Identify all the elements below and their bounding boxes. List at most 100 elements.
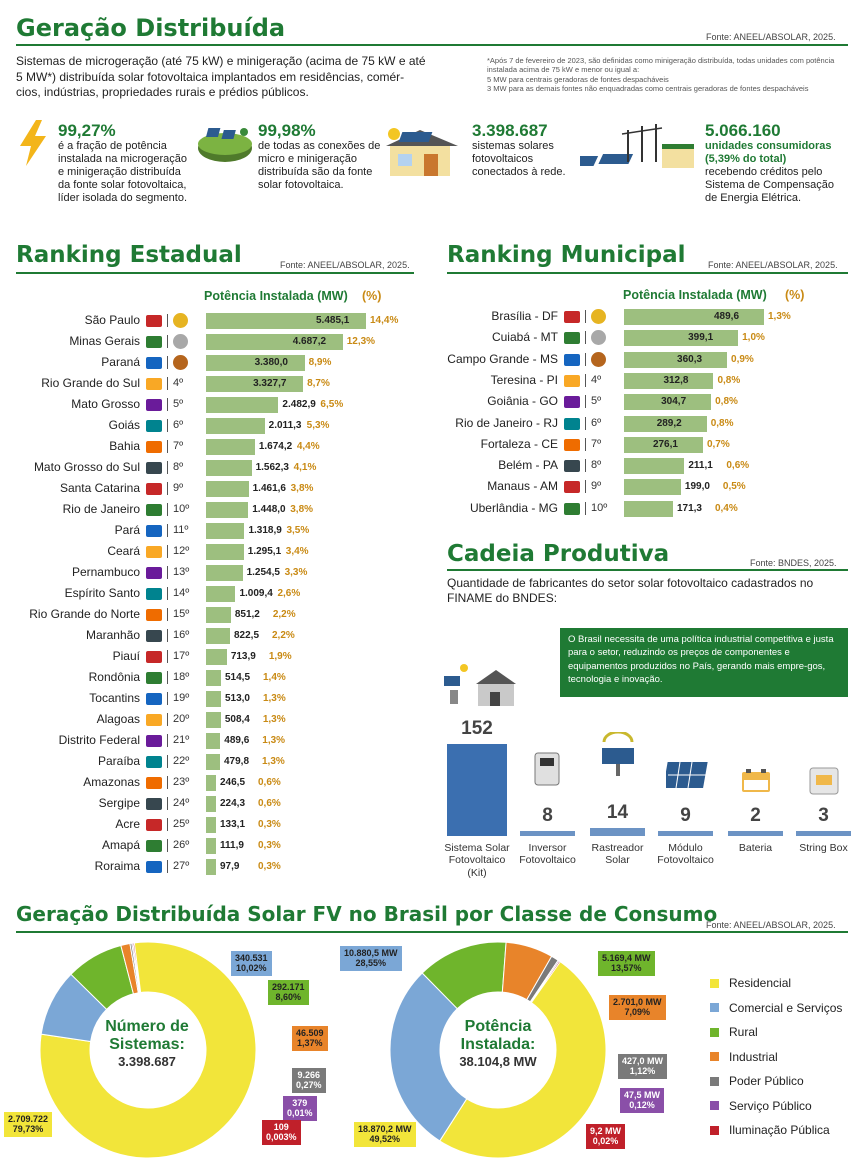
ranking_estadual-separator <box>167 797 168 810</box>
classe-title: Geração Distribuída Solar FV no Brasil p… <box>16 902 718 926</box>
ranking_estadual-flag-icon <box>146 525 162 537</box>
footnote-line-1: *Após 7 de fevereiro de 2023, são defini… <box>487 56 835 75</box>
donut-1-callout-value: 9.266 <box>297 1070 321 1080</box>
ranking_estadual-bar-value: 97,9 <box>220 861 240 872</box>
ranking_estadual-bar-percent: 1,4% <box>263 672 286 683</box>
donut-1-callout-percent: 0,003% <box>266 1132 297 1143</box>
ranking_estadual-row-position: 16º <box>173 629 190 641</box>
ranking_estadual-bar-value: 3.327,7 <box>253 378 287 389</box>
ranking_estadual-flag-icon <box>146 735 162 747</box>
ranking_estadual-row-position: 13º <box>173 566 190 578</box>
stat-1-text: é a fração de potência instalada na micr… <box>58 140 188 204</box>
ranking_municipal-bar <box>624 458 685 475</box>
ranking_estadual-bar-percent: 1,3% <box>262 735 286 746</box>
donut-1-center-line-2: Sistemas: <box>109 1036 185 1053</box>
ranking_estadual-bar <box>206 334 343 350</box>
ranking_estadual-bar <box>206 859 216 875</box>
ranking_estadual-bar <box>206 670 221 686</box>
ranking_estadual-row-name: Paraná <box>101 355 140 369</box>
donut-2-callout-percent: 0,12% <box>629 1100 655 1111</box>
ranking_estadual-separator <box>167 419 168 432</box>
ranking_estadual-row-position: 20º <box>173 713 190 725</box>
ranking_estadual-separator <box>167 776 168 789</box>
ranking_estadual-bar-value: 489,6 <box>224 735 250 746</box>
ranking_estadual-bar-percent: 2,2% <box>272 609 296 620</box>
ranking_estadual-row-name: Ceará <box>107 544 140 558</box>
donut-1-callout-percent: 0,01% <box>287 1108 313 1119</box>
ranking_municipal-bar-percent: 1,3% <box>768 311 791 322</box>
ranking_estadual-separator <box>167 482 168 495</box>
ranking_estadual-row-position: 8º <box>173 461 184 473</box>
donut-1-callout: 9.266 0,27% <box>292 1068 326 1093</box>
ranking_estadual-flag-icon <box>146 672 162 684</box>
donut-2-callout-percent: 49,52% <box>369 1134 401 1145</box>
ranking_estadual-bar <box>206 544 244 560</box>
ranking_estadual-flag-icon <box>146 504 162 516</box>
ranking_estadual-bar-value: 2.011,3 <box>268 420 302 431</box>
ranking-estadual-divider <box>16 272 414 274</box>
donut-1-callout: 109 0,003% <box>262 1120 301 1145</box>
donut-2-center: Potência Instalada: 38.104,8 MW <box>438 1018 558 1069</box>
ranking_estadual-bar-value: 1.562,3 <box>255 462 289 473</box>
donut-2-callout: 9,2 MW 0,02% <box>586 1124 626 1149</box>
inverter-icon <box>534 752 560 786</box>
ranking_estadual-separator <box>167 524 168 537</box>
legend-item: Poder Público <box>710 1074 804 1088</box>
ranking_municipal-flag-icon <box>564 311 580 323</box>
donut-2-callout-value: 10.880,5 MW <box>344 948 398 958</box>
ranking_estadual-row-name: Acre <box>115 817 140 831</box>
ranking_estadual-bar-value: 851,2 <box>234 609 260 620</box>
donut-2-callout: 2.701,0 MW 7,09% <box>609 995 666 1020</box>
legend-label: Poder Público <box>729 1074 804 1088</box>
ranking_estadual-row-name: Sergipe <box>98 796 140 810</box>
ranking_municipal-separator <box>585 310 586 323</box>
legend-label: Rural <box>729 1025 758 1039</box>
ranking_estadual-flag-icon <box>146 546 162 558</box>
ranking_estadual-row-name: Rio Grande do Norte <box>29 607 140 621</box>
legend-swatch <box>710 978 719 988</box>
solar-house-icon <box>386 128 458 176</box>
ranking_municipal-bar-value: 276,1 <box>652 438 678 450</box>
donut-2-callout: 18.870,2 MW 49,52% <box>354 1122 416 1147</box>
ranking-municipal-title: Ranking Municipal <box>447 242 686 268</box>
ranking_estadual-row-position: 4º <box>173 377 184 389</box>
ranking_estadual-bar-value: 713,9 <box>230 651 256 662</box>
ranking_estadual-row-name: Tocantins <box>89 691 140 705</box>
ranking_estadual-bar-percent: 14,4% <box>370 315 399 326</box>
ranking_estadual-bar-percent: 0,3% <box>258 861 281 872</box>
ranking_estadual-bar-value: 1.295,1 <box>247 546 282 557</box>
donut-2-center-line-3: 38.104,8 MW <box>459 1054 537 1069</box>
header-source: Fonte: ANEEL/ABSOLAR, 2025. <box>706 32 836 42</box>
ranking_estadual-bar-value: 479,8 <box>223 756 250 767</box>
cadeia-subtitle: Quantidade de fabricantes do setor solar… <box>447 576 814 605</box>
ranking_municipal-flag-icon <box>564 460 580 473</box>
solar-kit-icon <box>444 664 516 706</box>
ranking_municipal-bar <box>624 309 764 325</box>
ranking_municipal-separator <box>585 331 586 345</box>
donut-2-callout-value: 18.870,2 MW <box>358 1124 412 1134</box>
ranking_municipal-row-name: Campo Grande - MS <box>447 351 558 366</box>
donut-1-callout: 379 0,01% <box>283 1096 317 1121</box>
ranking_estadual-separator <box>167 356 168 369</box>
ranking_municipal-bar-percent: 0,9% <box>731 353 754 365</box>
ranking_municipal-row-name: Manaus - AM <box>487 479 558 494</box>
ranking_estadual-separator <box>167 671 168 684</box>
cadeia-bar-value: 3 <box>818 805 829 826</box>
cadeia-bar-label: Sistema Solar Fotovoltaico (Kit) <box>444 842 510 879</box>
ranking_estadual-bar-value: 1.461,6 <box>252 483 286 494</box>
ranking_estadual-row-position: 10º <box>173 503 190 515</box>
donut-1-callout: 2.709.722 79,73% <box>4 1112 53 1137</box>
classe-divider <box>16 931 848 933</box>
power-grid-icon <box>580 124 694 168</box>
donut-1-callout-percent: 0,27% <box>296 1080 322 1091</box>
ranking_estadual-bar-percent: 0,3% <box>258 840 281 851</box>
legend-label: Comercial e Serviços <box>729 1000 843 1015</box>
ranking_estadual-separator <box>167 440 168 453</box>
ranking_estadual-row-name: Amapá <box>101 838 140 852</box>
donut-1-callout-percent: 10,02% <box>236 963 267 974</box>
ranking_municipal-separator <box>585 437 586 451</box>
ranking_estadual-flag-icon <box>146 714 162 726</box>
ranking_estadual-bar <box>206 775 216 791</box>
legend-swatch <box>710 1027 719 1037</box>
ranking_estadual-separator <box>167 335 168 348</box>
